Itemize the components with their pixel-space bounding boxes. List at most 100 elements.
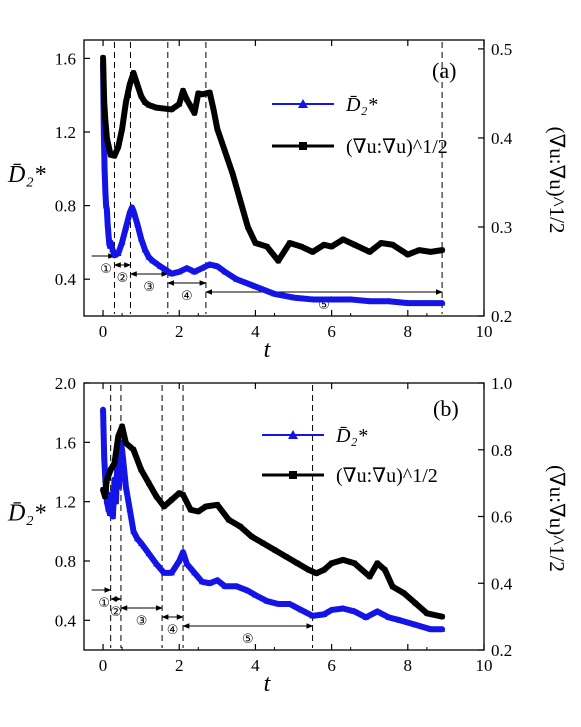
y-right-tick-label: 1.0 bbox=[491, 374, 512, 393]
data-point bbox=[146, 480, 152, 486]
data-point bbox=[100, 487, 106, 493]
data-point bbox=[221, 582, 229, 589]
data-point bbox=[309, 295, 316, 302]
data-point bbox=[122, 224, 130, 231]
plot-frame bbox=[83, 39, 485, 317]
data-point bbox=[161, 106, 167, 112]
data-point bbox=[145, 253, 152, 260]
data-point bbox=[275, 258, 281, 264]
data-point bbox=[156, 262, 164, 269]
panel-a: 0 2 4 6 8 10 0.4 0.8 1.2 1.6 0.2 0.3 0.4 0.5 t D̄₂* (∇u:… bbox=[7, 39, 569, 363]
data-point bbox=[183, 264, 191, 271]
data-point bbox=[252, 240, 258, 246]
legend-marker-triangle bbox=[288, 430, 298, 439]
y-right-tick-label: 0.2 bbox=[491, 641, 512, 660]
y-tick-label: 1.6 bbox=[55, 49, 76, 68]
data-point bbox=[214, 262, 221, 269]
panel-b: 0 2 4 6 8 10 0.4 0.8 1.2 1.6 2.0 0.2 0.4 0.6 0.8 1.0 t D̄… bbox=[7, 374, 569, 697]
data-point bbox=[137, 539, 145, 546]
data-point bbox=[102, 493, 108, 499]
data-point bbox=[115, 483, 123, 490]
data-point bbox=[106, 510, 114, 517]
stage-label: ⑤ bbox=[242, 632, 254, 647]
data-point bbox=[222, 148, 228, 154]
data-point bbox=[176, 557, 183, 564]
data-point bbox=[103, 498, 111, 505]
data-point bbox=[153, 560, 160, 567]
data-point bbox=[385, 297, 392, 304]
data-point bbox=[115, 249, 122, 256]
data-point bbox=[306, 567, 312, 573]
data-point bbox=[396, 616, 404, 623]
legend-label: D̄₂* bbox=[345, 94, 377, 116]
y-tick-label: 1.2 bbox=[55, 493, 76, 512]
stage-label: ⑤ bbox=[318, 298, 330, 313]
data-point bbox=[119, 126, 125, 132]
data-point bbox=[131, 447, 137, 453]
data-point bbox=[176, 268, 183, 275]
data-point bbox=[153, 493, 159, 499]
y-axis-label: D̄₂* bbox=[7, 162, 46, 188]
data-point bbox=[233, 275, 240, 282]
data-point bbox=[103, 205, 111, 212]
legend-marker-square bbox=[299, 142, 307, 150]
data-point bbox=[245, 224, 251, 230]
data-point bbox=[195, 90, 201, 96]
x-tick-label: 10 bbox=[476, 322, 493, 341]
data-point bbox=[412, 600, 418, 606]
data-point bbox=[199, 91, 205, 97]
y-right-axis-label: (∇u:∇u)^1/2 bbox=[545, 127, 569, 234]
data-point bbox=[249, 534, 255, 540]
data-point bbox=[423, 299, 431, 306]
data-point bbox=[438, 625, 446, 632]
data-point bbox=[118, 238, 126, 245]
y-axis-label: D̄₂* bbox=[7, 501, 46, 527]
legend-label: (∇u:∇u)^1/2 bbox=[336, 465, 438, 487]
y-right-tick-label: 0.3 bbox=[491, 218, 512, 237]
panel-label: (b) bbox=[433, 396, 459, 421]
data-point bbox=[126, 209, 133, 216]
data-point bbox=[340, 557, 346, 563]
data-point bbox=[191, 569, 198, 576]
data-point bbox=[153, 105, 159, 111]
data-point bbox=[123, 440, 129, 446]
data-point bbox=[374, 560, 380, 566]
x-tick-label: 6 bbox=[327, 656, 336, 675]
stage-label: ③ bbox=[143, 280, 155, 295]
data-point bbox=[298, 244, 304, 250]
data-point bbox=[439, 247, 445, 253]
data-point bbox=[104, 220, 111, 227]
data-point bbox=[146, 102, 152, 108]
stage-label: ② bbox=[117, 271, 129, 286]
stage-label: ② bbox=[110, 605, 122, 620]
data-point bbox=[138, 93, 144, 99]
data-point bbox=[211, 106, 217, 112]
data-point bbox=[161, 503, 167, 509]
data-point bbox=[111, 460, 117, 466]
data-point bbox=[106, 242, 114, 249]
data-point bbox=[321, 242, 327, 248]
data-point bbox=[108, 490, 115, 497]
data-point bbox=[115, 144, 121, 150]
y-tick-label: 0.8 bbox=[55, 197, 76, 216]
data-point bbox=[169, 106, 175, 112]
data-point bbox=[207, 90, 213, 96]
data-point bbox=[310, 249, 316, 255]
data-point bbox=[142, 99, 148, 105]
data-point bbox=[198, 578, 206, 585]
data-point bbox=[286, 600, 293, 607]
data-point bbox=[271, 547, 277, 553]
x-axis-label: t bbox=[264, 337, 272, 363]
data-point bbox=[168, 270, 175, 277]
data-point bbox=[252, 283, 259, 290]
y-tick-label: 0.8 bbox=[55, 552, 76, 571]
data-point bbox=[188, 507, 194, 513]
data-point bbox=[428, 249, 434, 255]
y-tick-label: 0.4 bbox=[55, 270, 77, 289]
data-point bbox=[263, 597, 271, 604]
data-point bbox=[439, 614, 445, 620]
data-point bbox=[134, 535, 141, 542]
data-point bbox=[275, 600, 282, 607]
data-point bbox=[115, 433, 121, 439]
